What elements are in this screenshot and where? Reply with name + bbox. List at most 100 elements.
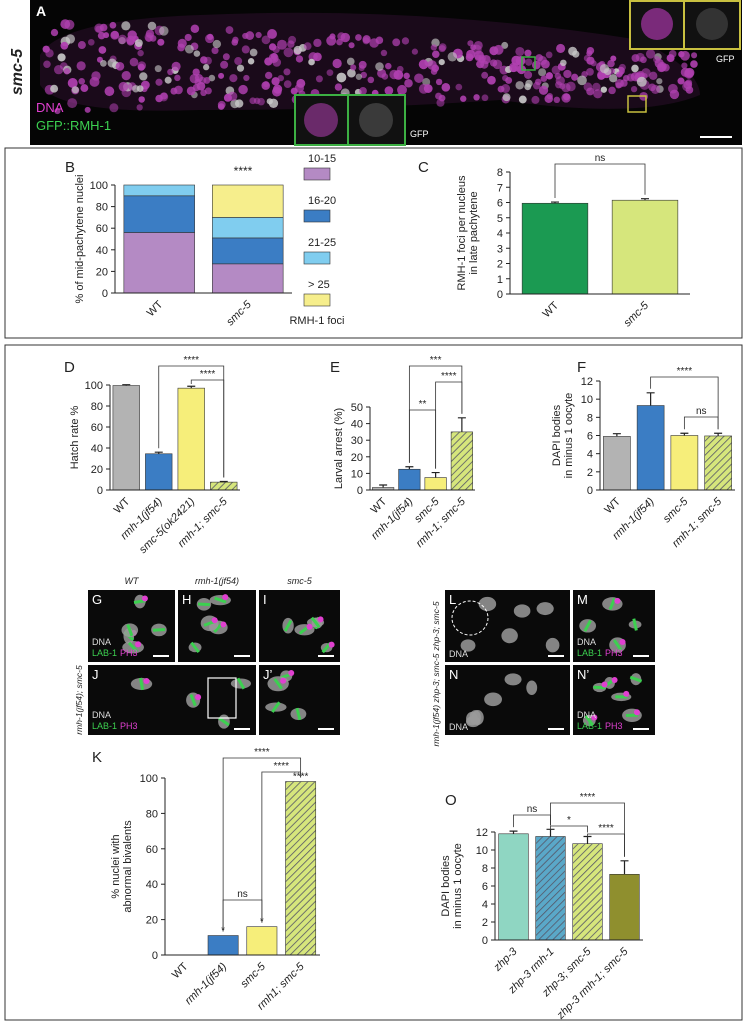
bar — [450, 431, 473, 491]
y-tick-label: 0 — [482, 935, 488, 947]
axis-signal — [283, 619, 293, 632]
inset-nucleus — [641, 8, 673, 40]
y-tick-label: 2 — [497, 259, 503, 271]
nucleus — [359, 87, 367, 95]
nucleus — [155, 78, 163, 86]
axis-signal — [612, 639, 623, 651]
channel-label: DNA — [577, 637, 596, 647]
panel-label: A — [36, 3, 46, 19]
y-axis-label: % of mid-pachytene nuclei — [74, 174, 86, 303]
axis-signal — [152, 628, 166, 632]
y-tick-label: 7 — [497, 182, 503, 194]
nucleus — [566, 81, 576, 92]
nucleus — [109, 103, 119, 113]
nucleus — [597, 71, 606, 80]
channel-label: LAB-1 — [92, 721, 117, 731]
y-tick-label: 40 — [91, 443, 103, 455]
panel-label: E — [330, 359, 340, 376]
bar — [285, 781, 317, 956]
bar — [424, 477, 447, 491]
annotation: ns — [595, 153, 606, 164]
significance-bracket — [190, 379, 225, 478]
legend-label: 16-20 — [308, 195, 336, 207]
nucleus — [474, 54, 482, 62]
significance-bracket — [587, 833, 625, 857]
highlight — [451, 600, 489, 636]
nucleus — [348, 42, 355, 49]
axis-signal — [189, 693, 197, 707]
chromosome — [478, 596, 497, 612]
nucleus — [238, 84, 248, 95]
annotation: ns — [696, 406, 707, 417]
nucleus — [375, 62, 384, 71]
nucleus — [497, 85, 505, 93]
nucleus — [121, 70, 131, 81]
y-tick-label: 20 — [351, 452, 363, 464]
annotation: **** — [254, 747, 270, 758]
genotype-label: rmh-1(jf54); smc-5 — [74, 665, 84, 735]
nucleus — [524, 70, 533, 79]
nucleus — [117, 34, 128, 44]
y-axis-label: Larval arrest (%) — [333, 408, 345, 489]
chromosome — [545, 637, 560, 653]
nucleus — [540, 75, 548, 82]
y-tick-label: 5 — [497, 213, 503, 225]
error-bar — [680, 432, 689, 436]
y-tick-label: 60 — [91, 422, 103, 434]
bar — [603, 436, 631, 491]
nucleus — [362, 35, 371, 44]
y-axis-label: in minus 1 oocyte — [563, 393, 575, 479]
nucleus — [586, 87, 595, 96]
y-tick-label: 4 — [497, 228, 503, 240]
nucleus — [538, 56, 547, 65]
nucleus — [230, 99, 240, 109]
nucleus — [264, 57, 273, 66]
nucleus — [139, 72, 148, 81]
axis-signal — [197, 602, 211, 607]
y-tick-label: 2 — [482, 917, 488, 929]
y-tick-label: 20 — [96, 266, 108, 278]
x-tick-label: WT — [369, 495, 390, 516]
y-tick-label: 10 — [351, 468, 363, 480]
nucleus — [229, 74, 238, 83]
ph3-signal — [222, 594, 229, 601]
nucleus — [681, 62, 688, 69]
nucleus — [103, 32, 110, 39]
y-tick-label: 3 — [497, 243, 503, 255]
y-tick-label: 4 — [482, 899, 488, 911]
nucleus — [680, 50, 690, 61]
nucleus — [272, 86, 282, 97]
nucleus — [553, 96, 561, 104]
bar — [210, 481, 238, 491]
error-bar — [620, 860, 629, 875]
annotation: **** — [273, 761, 289, 772]
ph3-signal — [220, 621, 227, 628]
nucleus — [271, 77, 280, 86]
nucleus — [502, 74, 509, 82]
nucleus — [308, 58, 315, 66]
ph3-signal — [195, 694, 202, 701]
nucleus — [290, 87, 298, 95]
nucleus — [645, 49, 656, 59]
nucleus — [377, 68, 387, 78]
error-bar — [154, 451, 163, 454]
y-tick-label: 40 — [146, 879, 158, 891]
ph3-signal — [143, 677, 150, 684]
y-tick-label: 100 — [140, 773, 158, 785]
nucleus — [455, 83, 463, 91]
nucleus — [435, 92, 442, 100]
channel-label: DNA — [36, 100, 64, 115]
nucleus — [277, 74, 284, 82]
ph3-signal — [623, 690, 630, 697]
nucleus — [435, 78, 443, 86]
nucleus — [50, 28, 59, 37]
chromosome — [501, 628, 518, 644]
channel-label: DNA — [92, 637, 111, 647]
error-bar — [187, 385, 196, 389]
nucleus — [115, 61, 125, 71]
nucleus — [225, 26, 234, 34]
error-bar — [457, 417, 466, 432]
chromosome — [536, 602, 554, 616]
nucleus — [631, 64, 639, 73]
y-tick-label: 0 — [152, 950, 158, 962]
